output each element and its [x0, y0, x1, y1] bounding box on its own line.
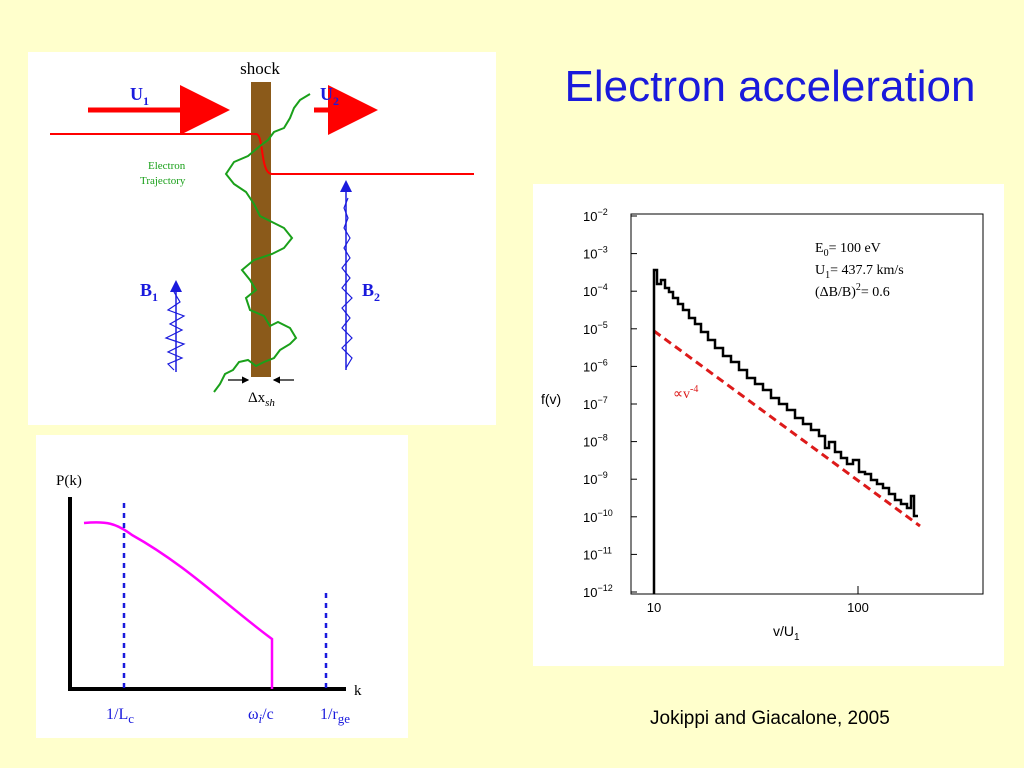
y-tick-label: 10−3 — [583, 245, 608, 262]
dx-label: Δxsh — [248, 390, 275, 409]
spectrum-curve — [83, 521, 274, 689]
fit-label: ∝v-4 — [673, 384, 698, 402]
plot-frame — [630, 213, 984, 595]
b2-field-wiggle — [341, 197, 353, 369]
y-tick-label: 10−11 — [583, 545, 612, 562]
y-tick-label: 10−4 — [583, 282, 608, 299]
x-tick-label: 10 — [647, 600, 661, 615]
tick-omega-label: ωi/c — [248, 706, 274, 726]
trajectory-label-line1: Electron — [148, 160, 186, 172]
pk-ylabel: P(k) — [56, 473, 82, 489]
annot-u1: U1= 437.7 km/s — [815, 263, 904, 281]
u1-label: U1 — [130, 84, 149, 108]
shock-diagram-panel: shock U1 U2 Electron Trajectory B1 B2 Δx… — [28, 52, 496, 425]
shock-diagram: shock U1 U2 Electron Trajectory B1 B2 Δx… — [50, 59, 474, 409]
distribution-plot: 10−2 10−3 10−4 10−5 10−6 10−7 10−8 10−9 10−10 10−… — [541, 207, 984, 643]
tick-rge-label: 1/rge — [320, 706, 350, 726]
y-tick-label: 10−5 — [583, 320, 608, 337]
y-tick-label: 10−9 — [583, 470, 608, 487]
x-ticks: 10 100 — [647, 586, 869, 615]
annot-e0: E0= 100 eV — [815, 241, 881, 259]
shock-label: shock — [240, 59, 280, 78]
annot-db: (ΔB/B)2= 0.6 — [815, 282, 890, 300]
citation: Jokippi and Giacalone, 2005 — [650, 708, 890, 729]
x-tick-label: 100 — [847, 600, 869, 615]
power-law-fit — [653, 329, 921, 528]
y-tick-label: 10−10 — [583, 508, 613, 525]
b1-field-wiggle — [164, 291, 186, 371]
y-ticks: 10−2 10−3 10−4 10−5 10−6 10−7 10−8 10−9 10−10 10−… — [583, 207, 637, 600]
tick-lc-label: 1/Lc — [106, 706, 134, 726]
y-tick-label: 10−7 — [583, 395, 608, 412]
b2-label: B2 — [362, 280, 380, 304]
distribution-curve — [652, 268, 918, 594]
y-tick-label: 10−6 — [583, 357, 608, 374]
velocity-profile — [50, 133, 474, 175]
spectrum-sketch-panel: P(k) k 1/Lc ωi/c 1/rge — [36, 435, 408, 738]
fv-xlabel: v/U1 — [773, 623, 800, 643]
pk-xlabel: k — [354, 683, 362, 699]
fv-ylabel: f(v) — [541, 391, 561, 407]
u2-label: U2 — [320, 84, 339, 108]
b1-label: B1 — [140, 280, 158, 304]
shock-front — [251, 82, 271, 377]
y-tick-label: 10−12 — [583, 583, 613, 600]
electron-trajectory — [213, 93, 311, 393]
y-tick-label: 10−2 — [583, 207, 608, 224]
distribution-plot-panel: 10−2 10−3 10−4 10−5 10−6 10−7 10−8 10−9 10−10 10−… — [533, 184, 1004, 666]
y-tick-label: 10−8 — [583, 433, 608, 450]
spectrum-sketch: P(k) k 1/Lc ωi/c 1/rge — [56, 473, 362, 726]
slide-title: Electron acceleration — [564, 62, 976, 111]
trajectory-label-line2: Trajectory — [140, 175, 186, 187]
